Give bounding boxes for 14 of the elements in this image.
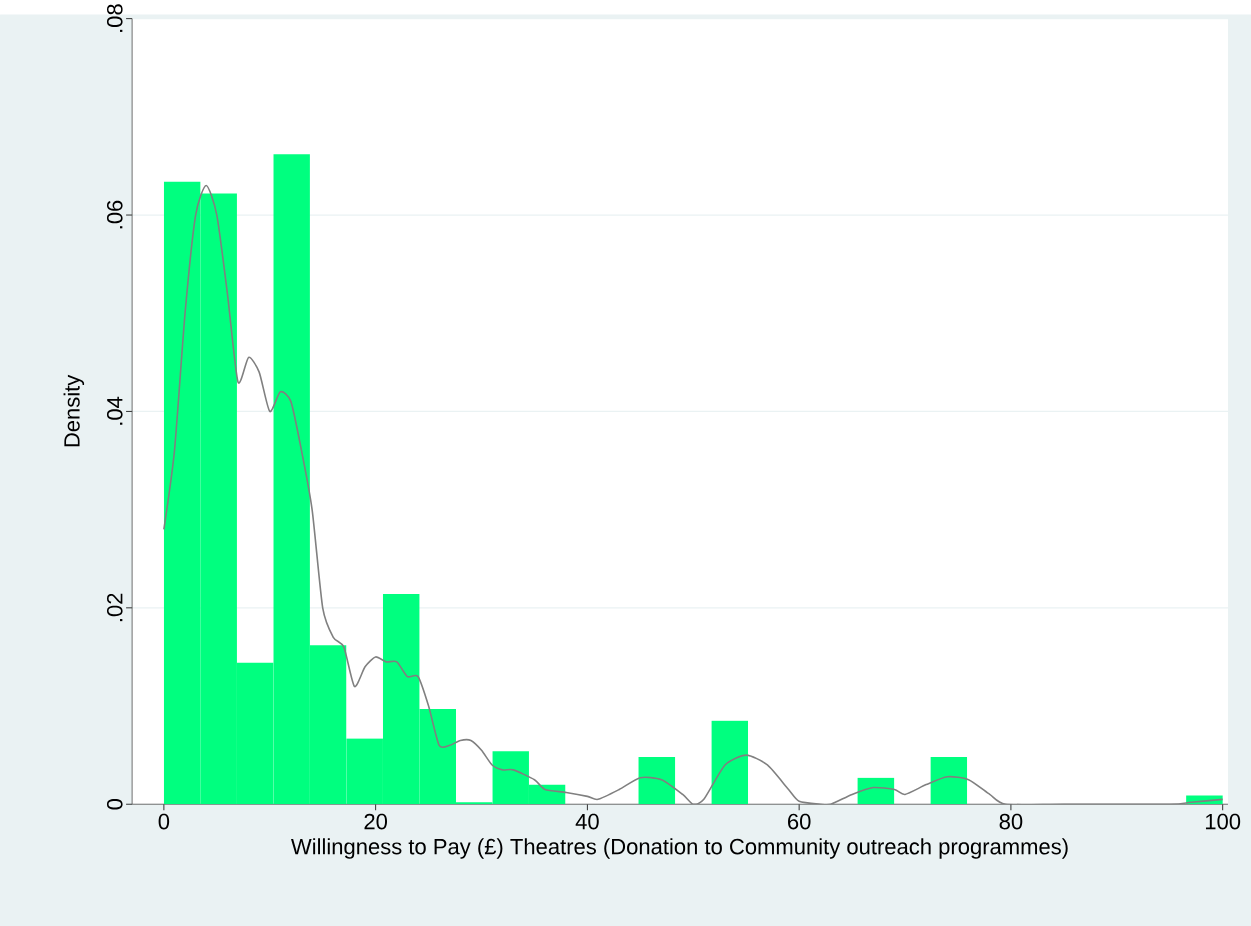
- x-tick-label: 20: [364, 813, 388, 830]
- y-axis-title: Density: [63, 374, 85, 447]
- y-tick-label: .04: [106, 396, 123, 425]
- line-series: [163, 184, 1224, 805]
- x-tick-label: 60: [788, 813, 811, 830]
- y-tick-label: 0: [106, 798, 123, 810]
- x-tick-label: 0: [158, 813, 170, 830]
- x-tick-label: 40: [575, 813, 599, 830]
- y-tick-label: .02: [106, 593, 123, 621]
- y-tick-label: .08: [106, 4, 123, 32]
- x-axis-title: Willingness to Pay (£) Theatres (Donation to Community outreach programmes): [291, 838, 1068, 859]
- x-tick-label: 100: [1205, 813, 1241, 830]
- x-tick-label: 80: [999, 813, 1023, 830]
- y-tick-label: .06: [106, 200, 123, 229]
